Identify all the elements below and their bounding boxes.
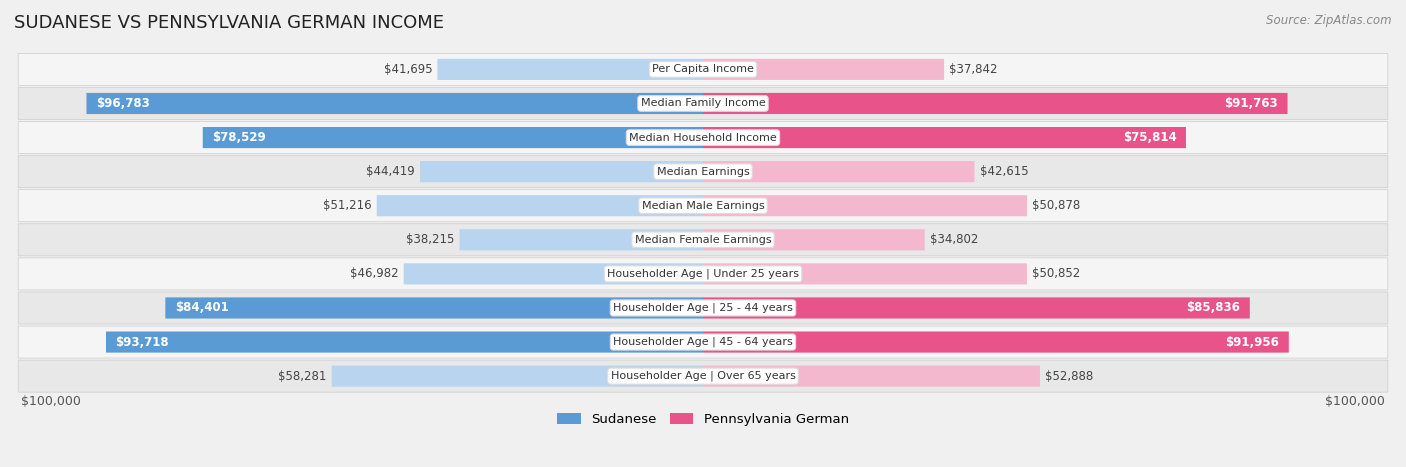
Text: $84,401: $84,401 — [174, 302, 229, 314]
FancyBboxPatch shape — [703, 59, 943, 80]
FancyBboxPatch shape — [703, 229, 925, 250]
Legend: Sudanese, Pennsylvania German: Sudanese, Pennsylvania German — [551, 407, 855, 431]
Text: $75,814: $75,814 — [1122, 131, 1177, 144]
FancyBboxPatch shape — [18, 121, 1388, 154]
Text: Householder Age | Over 65 years: Householder Age | Over 65 years — [610, 371, 796, 382]
FancyBboxPatch shape — [18, 190, 1388, 222]
Text: $37,842: $37,842 — [949, 63, 998, 76]
FancyBboxPatch shape — [166, 297, 703, 318]
Text: SUDANESE VS PENNSYLVANIA GERMAN INCOME: SUDANESE VS PENNSYLVANIA GERMAN INCOME — [14, 14, 444, 32]
FancyBboxPatch shape — [202, 127, 703, 148]
Text: Median Male Earnings: Median Male Earnings — [641, 201, 765, 211]
Text: $38,215: $38,215 — [406, 234, 454, 246]
FancyBboxPatch shape — [86, 93, 703, 114]
FancyBboxPatch shape — [18, 224, 1388, 256]
Text: $91,763: $91,763 — [1225, 97, 1278, 110]
Text: $41,695: $41,695 — [384, 63, 432, 76]
Text: $100,000: $100,000 — [1324, 395, 1385, 408]
Text: $50,878: $50,878 — [1032, 199, 1080, 212]
FancyBboxPatch shape — [404, 263, 703, 284]
FancyBboxPatch shape — [437, 59, 703, 80]
FancyBboxPatch shape — [18, 87, 1388, 120]
FancyBboxPatch shape — [18, 53, 1388, 85]
FancyBboxPatch shape — [332, 366, 703, 387]
FancyBboxPatch shape — [18, 292, 1388, 324]
Text: $96,783: $96,783 — [96, 97, 150, 110]
Text: $85,836: $85,836 — [1187, 302, 1240, 314]
FancyBboxPatch shape — [703, 127, 1187, 148]
FancyBboxPatch shape — [703, 332, 1289, 353]
FancyBboxPatch shape — [703, 93, 1288, 114]
Text: Householder Age | Under 25 years: Householder Age | Under 25 years — [607, 269, 799, 279]
FancyBboxPatch shape — [703, 297, 1250, 318]
Text: $44,419: $44,419 — [366, 165, 415, 178]
FancyBboxPatch shape — [18, 258, 1388, 290]
FancyBboxPatch shape — [18, 360, 1388, 392]
Text: Source: ZipAtlas.com: Source: ZipAtlas.com — [1267, 14, 1392, 27]
FancyBboxPatch shape — [18, 156, 1388, 188]
Text: $51,216: $51,216 — [323, 199, 371, 212]
Text: $42,615: $42,615 — [980, 165, 1028, 178]
FancyBboxPatch shape — [18, 326, 1388, 358]
Text: Median Female Earnings: Median Female Earnings — [634, 235, 772, 245]
Text: $46,982: $46,982 — [350, 268, 399, 280]
FancyBboxPatch shape — [460, 229, 703, 250]
FancyBboxPatch shape — [703, 366, 1040, 387]
FancyBboxPatch shape — [703, 161, 974, 182]
Text: $58,281: $58,281 — [278, 369, 326, 382]
FancyBboxPatch shape — [703, 195, 1028, 216]
Text: Median Household Income: Median Household Income — [628, 133, 778, 142]
Text: $100,000: $100,000 — [21, 395, 82, 408]
Text: Per Capita Income: Per Capita Income — [652, 64, 754, 74]
Text: $93,718: $93,718 — [115, 336, 169, 348]
Text: Householder Age | 25 - 44 years: Householder Age | 25 - 44 years — [613, 303, 793, 313]
Text: $50,852: $50,852 — [1032, 268, 1080, 280]
FancyBboxPatch shape — [377, 195, 703, 216]
Text: Median Family Income: Median Family Income — [641, 99, 765, 108]
Text: $34,802: $34,802 — [929, 234, 979, 246]
Text: $52,888: $52,888 — [1045, 369, 1094, 382]
FancyBboxPatch shape — [703, 263, 1026, 284]
Text: Householder Age | 45 - 64 years: Householder Age | 45 - 64 years — [613, 337, 793, 347]
Text: $78,529: $78,529 — [212, 131, 266, 144]
FancyBboxPatch shape — [420, 161, 703, 182]
Text: $91,956: $91,956 — [1226, 336, 1279, 348]
FancyBboxPatch shape — [105, 332, 703, 353]
Text: Median Earnings: Median Earnings — [657, 167, 749, 177]
